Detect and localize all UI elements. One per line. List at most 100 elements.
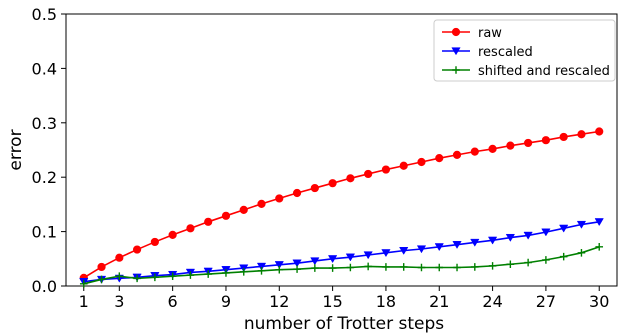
data-point bbox=[222, 269, 230, 277]
data-point bbox=[506, 141, 515, 150]
data-point bbox=[487, 236, 498, 245]
data-point bbox=[523, 231, 533, 240]
axes: 1 3 6 9 12 15 18 21 24 27 30 0.0 0.1 0.2 0.3 0.4 0.5 bbox=[32, 5, 618, 311]
x-tick-label: 30 bbox=[589, 292, 609, 311]
data-point bbox=[151, 273, 159, 282]
data-point bbox=[132, 245, 142, 254]
data-point bbox=[363, 251, 373, 260]
data-point bbox=[506, 260, 515, 269]
data-point bbox=[97, 275, 106, 284]
data-point bbox=[470, 147, 479, 156]
data-point bbox=[577, 130, 586, 139]
data-point bbox=[542, 256, 550, 264]
data-point bbox=[541, 228, 551, 237]
data-point bbox=[488, 144, 497, 154]
x-tick-label: 15 bbox=[322, 292, 342, 311]
data-point bbox=[417, 263, 426, 272]
legend-swatch-marker bbox=[451, 47, 461, 56]
data-point bbox=[292, 259, 302, 268]
data-point bbox=[257, 199, 266, 208]
data-point bbox=[364, 262, 372, 271]
data-point bbox=[292, 188, 302, 198]
x-tick-label: 3 bbox=[114, 292, 124, 311]
data-point bbox=[239, 268, 248, 276]
data-point bbox=[204, 217, 213, 226]
data-point bbox=[577, 249, 586, 257]
data-point bbox=[559, 224, 569, 233]
legend-label: raw bbox=[478, 26, 502, 41]
data-point bbox=[399, 161, 408, 170]
data-point bbox=[381, 165, 391, 174]
data-point bbox=[275, 194, 284, 203]
data-point bbox=[505, 233, 515, 242]
legend: raw rescaled shifted and rescaled bbox=[433, 19, 616, 82]
data-point bbox=[168, 230, 177, 239]
x-tick-label: 24 bbox=[482, 292, 502, 311]
data-point bbox=[293, 265, 301, 273]
data-point bbox=[452, 241, 462, 249]
series-line bbox=[83, 246, 600, 285]
data-point bbox=[256, 262, 267, 271]
data-point bbox=[576, 220, 587, 229]
data-point bbox=[221, 211, 231, 220]
data-point bbox=[594, 218, 604, 227]
data-point bbox=[559, 132, 568, 142]
legend-item: shifted and rescaled bbox=[442, 64, 610, 79]
series-shifted-and-rescaled bbox=[79, 243, 604, 288]
data-point bbox=[435, 154, 444, 163]
data-point bbox=[274, 261, 284, 270]
y-tick-label: 0.3 bbox=[32, 114, 57, 133]
data-point bbox=[470, 238, 480, 247]
data-point bbox=[453, 263, 461, 272]
series-line bbox=[83, 130, 600, 279]
data-point bbox=[133, 274, 141, 283]
data-point bbox=[417, 157, 426, 167]
legend-label: rescaled bbox=[478, 45, 533, 60]
data-point bbox=[310, 257, 320, 266]
data-point bbox=[416, 245, 427, 254]
data-point bbox=[345, 253, 356, 262]
legend-swatch-marker bbox=[452, 66, 460, 74]
data-point bbox=[399, 263, 408, 271]
series-line bbox=[83, 221, 600, 283]
x-tick-label: 21 bbox=[429, 292, 449, 311]
y-axis-title: error bbox=[6, 129, 26, 170]
data-point bbox=[346, 263, 355, 272]
data-point bbox=[257, 266, 266, 275]
data-point bbox=[186, 224, 195, 233]
data-point bbox=[204, 270, 212, 278]
data-point bbox=[595, 243, 604, 251]
y-tick-label: 0.4 bbox=[32, 59, 57, 78]
data-point bbox=[471, 263, 479, 271]
data-point bbox=[328, 264, 337, 272]
data-point bbox=[168, 272, 177, 281]
series-raw bbox=[79, 127, 604, 282]
x-axis-title: number of Trotter steps bbox=[244, 314, 444, 334]
x-tick-label: 9 bbox=[221, 292, 231, 311]
x-tick-label: 27 bbox=[536, 292, 556, 311]
data-point bbox=[452, 150, 462, 159]
data-point bbox=[311, 264, 319, 272]
legend-box bbox=[433, 19, 616, 82]
data-point bbox=[239, 205, 248, 214]
data-point bbox=[524, 258, 532, 267]
x-tick-label: 1 bbox=[79, 292, 89, 311]
data-point bbox=[541, 136, 551, 145]
data-point bbox=[559, 252, 568, 261]
legend-item: raw bbox=[442, 26, 502, 41]
x-tick-label: 12 bbox=[269, 292, 289, 311]
data-point bbox=[310, 183, 319, 193]
data-point bbox=[488, 262, 497, 270]
y-tick-label: 0.2 bbox=[32, 168, 57, 187]
data-point bbox=[524, 138, 533, 148]
data-point bbox=[115, 272, 124, 281]
data-point bbox=[97, 262, 106, 272]
y-tick-label: 0.1 bbox=[32, 223, 57, 242]
data-point bbox=[186, 271, 195, 279]
plot-frame bbox=[65, 13, 618, 287]
data-point bbox=[595, 127, 604, 136]
data-point bbox=[115, 253, 124, 262]
legend-swatch-marker bbox=[451, 27, 461, 37]
data-point bbox=[328, 179, 337, 188]
y-tick-label: 0.0 bbox=[32, 277, 57, 296]
